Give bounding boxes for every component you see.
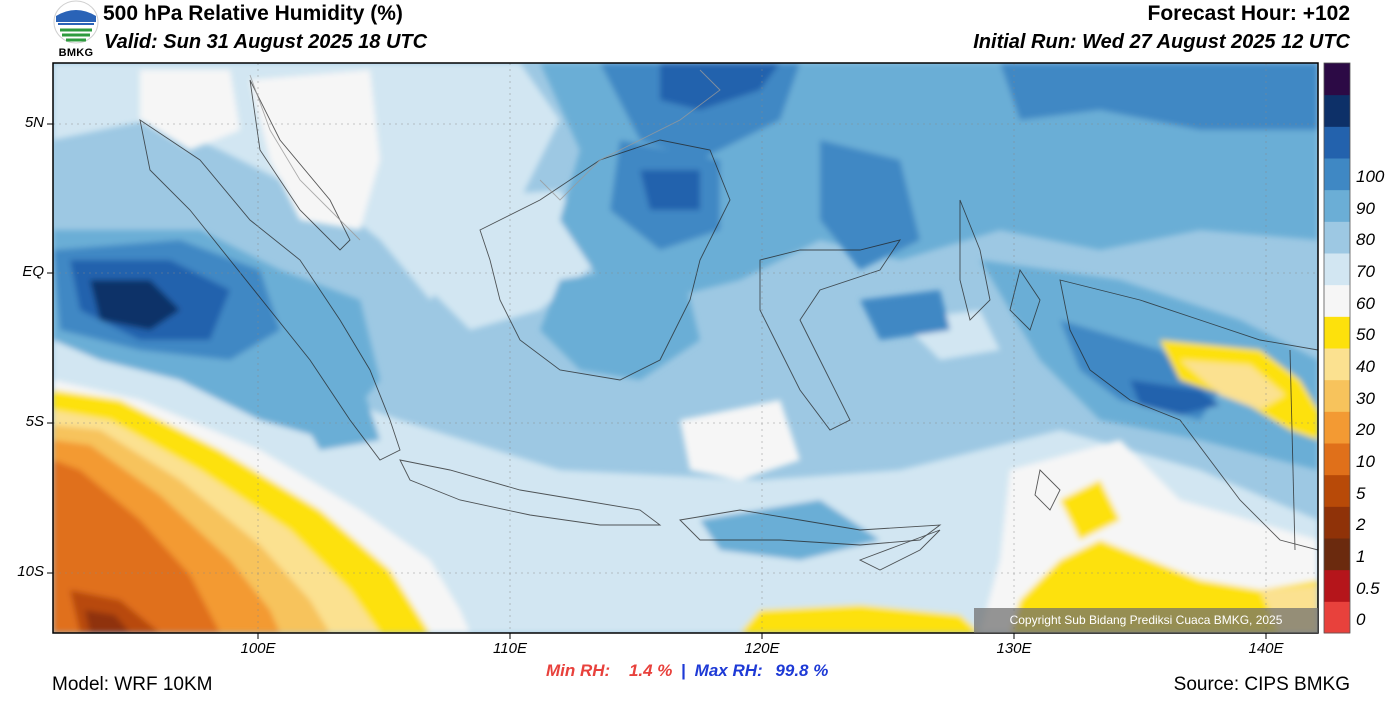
colorbar-label: 20 xyxy=(1356,420,1375,440)
model-name: Model: WRF 10KM xyxy=(52,674,213,695)
min-rh-label: Min RH: xyxy=(546,661,611,680)
lon-label-130e: 130E xyxy=(996,640,1032,657)
min-rh-value: 1.4 % xyxy=(628,661,673,680)
colorbar-swatch xyxy=(1324,189,1350,222)
colorbar-label: 70 xyxy=(1356,261,1375,281)
colorbar-label: 100 xyxy=(1356,166,1385,186)
rh-stats: Min RH: 1.4 % | Max RH: 99.8 % xyxy=(546,661,828,681)
colorbar-frame xyxy=(1323,62,1351,634)
copyright-notice: Copyright Sub Bidang Prediksi Cuaca BMKG… xyxy=(974,608,1318,633)
colorbar-swatch xyxy=(1324,411,1350,444)
max-rh-value: 99.8 % xyxy=(775,661,829,680)
stats-separator: | xyxy=(681,661,686,680)
colorbar-label: 5 xyxy=(1356,483,1366,503)
colorbar-swatch xyxy=(1324,284,1350,317)
max-rh-label: Max RH: xyxy=(694,661,763,680)
initial-run: Initial Run: Wed 27 August 2025 12 UTC xyxy=(973,31,1350,53)
colorbar-swatch xyxy=(1324,474,1350,507)
lon-label-140e: 140E xyxy=(1248,640,1284,657)
lon-label-120e: 120E xyxy=(744,640,780,657)
logo-text: BMKG xyxy=(58,47,94,59)
colorbar-swatch xyxy=(1324,63,1350,96)
lon-label-100e: 100E xyxy=(240,640,276,657)
colorbar-swatch xyxy=(1324,158,1350,191)
colorbar-swatch xyxy=(1324,316,1350,349)
humidity-field xyxy=(53,63,1318,633)
bmkg-logo-icon xyxy=(53,0,99,44)
lat-label-5s: 5S xyxy=(25,413,44,430)
colorbar-label: 40 xyxy=(1356,356,1375,376)
colorbar-label: 80 xyxy=(1356,230,1375,250)
colorbar-swatch xyxy=(1324,348,1350,381)
coastlines xyxy=(139,79,1318,571)
colorbar-swatch xyxy=(1324,506,1350,539)
colorbar xyxy=(1323,62,1351,634)
colorbar-swatch xyxy=(1324,601,1350,634)
colorbar-label: 50 xyxy=(1356,325,1375,345)
colorbar-label: 10 xyxy=(1356,451,1375,471)
gridlines xyxy=(53,63,1318,633)
colorbar-label: 90 xyxy=(1356,198,1375,218)
colorbar-label: 0 xyxy=(1356,610,1366,630)
valid-time: Valid: Sun 31 August 2025 18 UTC xyxy=(104,31,428,53)
colorbar-label: 2 xyxy=(1356,515,1366,535)
data-source: Source: CIPS BMKG xyxy=(1173,674,1350,695)
colorbar-swatch xyxy=(1324,443,1350,476)
colorbar-swatch xyxy=(1324,569,1350,602)
chart-title: 500 hPa Relative Humidity (%) xyxy=(103,2,403,25)
lon-label-110e: 110E xyxy=(493,640,527,657)
axis-ticks xyxy=(47,123,1267,639)
colorbar-label: 1 xyxy=(1356,546,1366,566)
colorbar-label: 0.5 xyxy=(1356,578,1380,598)
colorbar-swatch xyxy=(1324,94,1350,127)
forecast-hour: Forecast Hour: +102 xyxy=(1147,2,1351,25)
colorbar-swatch xyxy=(1324,379,1350,412)
lat-label-eq: EQ xyxy=(22,263,44,280)
map-frame xyxy=(52,62,1319,634)
other-coastlines xyxy=(249,69,721,241)
lat-label-10s: 10S xyxy=(17,563,44,580)
colorbar-swatch xyxy=(1324,538,1350,571)
colorbar-label: 60 xyxy=(1356,293,1375,313)
lat-label-5n: 5N xyxy=(24,114,44,131)
colorbar-swatch xyxy=(1324,253,1350,286)
colorbar-swatch xyxy=(1324,221,1350,254)
colorbar-label: 30 xyxy=(1356,388,1375,408)
colorbar-swatch xyxy=(1324,126,1350,159)
